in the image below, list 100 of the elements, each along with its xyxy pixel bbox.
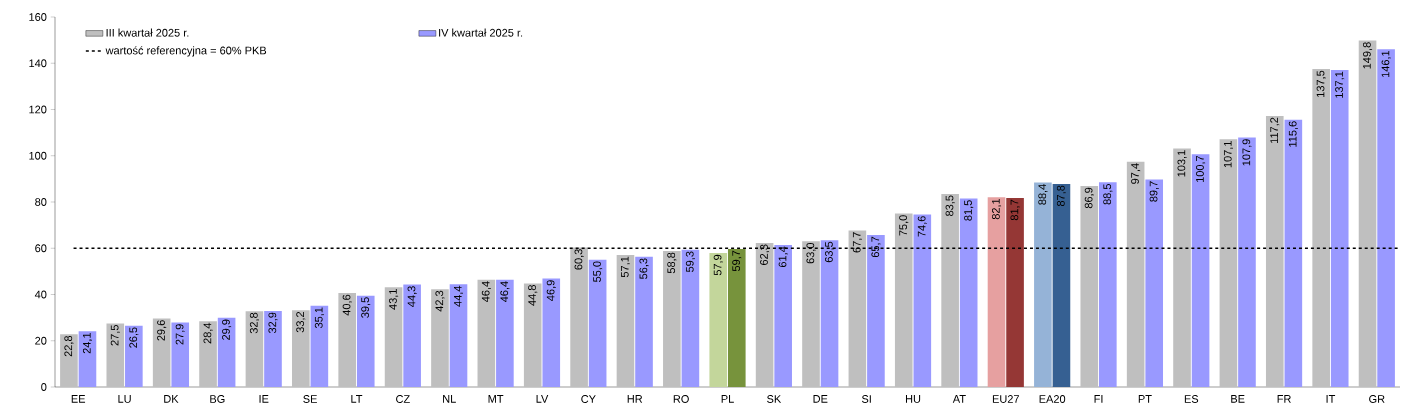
bar <box>338 293 356 387</box>
bar <box>727 248 746 387</box>
x-tick-label: PT <box>1138 395 1152 403</box>
x-tick-label: IT <box>1326 395 1336 403</box>
x-tick-label: ES <box>1184 395 1199 403</box>
y-tick-label: 40 <box>34 290 47 299</box>
bar <box>1330 69 1349 387</box>
x-tick-label: EA20 <box>1039 395 1066 403</box>
data-label: 22,8 <box>64 335 74 357</box>
bar <box>152 318 171 387</box>
y-tick-label: 0 <box>41 383 47 391</box>
y-tick-label: 80 <box>35 198 47 206</box>
data-label: 149,8 <box>1363 42 1373 69</box>
data-label: 32,8 <box>249 312 259 334</box>
bar <box>1006 198 1024 387</box>
bar <box>616 254 635 387</box>
bar <box>431 289 449 387</box>
bar <box>1099 182 1117 387</box>
bar <box>941 193 959 387</box>
bar <box>1126 161 1145 387</box>
data-label: 62,3 <box>760 244 770 265</box>
y-tick-label: 100 <box>29 151 47 160</box>
data-label: 74,6 <box>917 216 927 237</box>
bar <box>894 213 913 387</box>
bar <box>1052 183 1071 387</box>
x-tick-label: SK <box>767 395 782 403</box>
bar <box>78 331 97 387</box>
data-label: 63,0 <box>806 242 816 264</box>
x-tick-label: LU <box>118 395 131 403</box>
bar <box>292 310 310 387</box>
data-label: 29,9 <box>222 319 232 340</box>
bar <box>802 241 820 387</box>
bar <box>1034 182 1052 387</box>
data-label: 100,7 <box>1196 155 1206 183</box>
data-label: 59,3 <box>685 251 695 273</box>
bar <box>523 283 542 387</box>
x-tick-label: LV <box>536 395 549 403</box>
data-label: 81,5 <box>964 200 974 221</box>
legend-label: wartość referencyjna = 60% PKB <box>105 46 267 57</box>
data-label: 24,1 <box>82 333 93 354</box>
data-label: 107,9 <box>1242 139 1252 166</box>
data-label: 87,8 <box>1056 185 1066 207</box>
bar <box>199 321 217 387</box>
bar <box>496 279 514 387</box>
bar <box>1358 40 1377 387</box>
data-label: 75,0 <box>899 215 909 236</box>
bar <box>848 230 867 387</box>
bar <box>681 249 700 387</box>
data-label: 83,5 <box>945 195 955 217</box>
data-label: 46,4 <box>481 281 491 303</box>
bar <box>1377 49 1395 387</box>
bar <box>635 256 653 387</box>
data-label: 58,8 <box>667 252 677 274</box>
data-label: 63,5 <box>824 241 835 263</box>
x-tick-label: LT <box>351 395 363 403</box>
bar <box>570 247 588 387</box>
bar <box>1312 69 1330 387</box>
data-label: 88,5 <box>1103 184 1113 205</box>
bar <box>820 240 839 387</box>
data-label: 27,9 <box>175 324 185 345</box>
data-label: 97,4 <box>1131 163 1141 184</box>
bar <box>987 197 1006 387</box>
data-label: 35,1 <box>314 307 324 329</box>
x-tick-label: HR <box>627 395 643 403</box>
x-tick-label: NL <box>443 395 456 403</box>
x-tick-label: DK <box>164 395 179 403</box>
bar <box>310 305 329 387</box>
x-tick-label: CY <box>581 395 596 403</box>
bar <box>1080 186 1099 387</box>
data-label: 57,1 <box>620 256 630 278</box>
bar <box>709 253 728 387</box>
data-label: 32,9 <box>268 312 278 334</box>
data-label: 27,5 <box>110 325 120 346</box>
data-label: 44,4 <box>454 285 463 307</box>
bar <box>60 334 78 387</box>
bar <box>663 251 681 387</box>
bar <box>1284 119 1303 387</box>
data-label: 117,2 <box>1270 117 1280 144</box>
bar <box>1173 148 1191 387</box>
x-tick-label: FI <box>1094 395 1103 403</box>
data-label: 65,7 <box>871 236 881 258</box>
data-label: 137,5 <box>1316 70 1326 97</box>
bar <box>217 317 236 387</box>
y-tick-label: 20 <box>35 336 47 345</box>
data-label: 39,5 <box>361 297 371 318</box>
data-label: 44,3 <box>407 286 417 307</box>
bar <box>245 311 264 387</box>
bar <box>171 322 190 387</box>
x-tick-label: DE <box>813 395 828 403</box>
x-tick-label: IE <box>259 395 269 403</box>
bar <box>1145 179 1164 387</box>
x-tick-label: FR <box>1277 395 1291 403</box>
x-tick-label: PL <box>721 395 734 403</box>
bar <box>913 214 932 387</box>
data-label: 89,7 <box>1149 181 1159 202</box>
bar <box>264 310 282 387</box>
data-label: 88,4 <box>1038 184 1048 205</box>
bar <box>106 323 125 387</box>
data-label: 115,6 <box>1288 121 1298 147</box>
data-label: 28,4 <box>203 322 213 344</box>
